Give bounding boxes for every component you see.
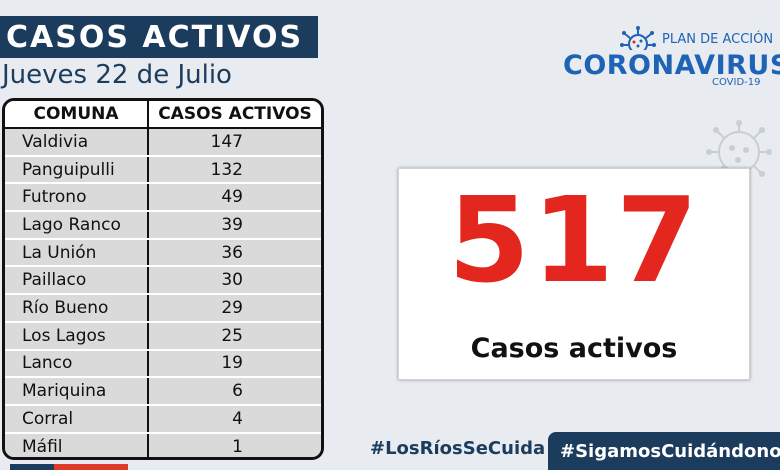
table-row: Corral 4 — [5, 404, 321, 434]
casos-cell: 25 — [148, 321, 321, 351]
logo-covid-text: COVID-19 — [712, 77, 761, 88]
comuna-cell: Panguipulli — [5, 155, 149, 185]
casos-cell: 36 — [148, 238, 321, 268]
comuna-cell: La Unión — [5, 238, 149, 268]
table-row: Río Bueno 29 — [5, 294, 321, 323]
table-row: Panguipulli 132 — [5, 155, 321, 185]
page-title: CASOS ACTIVOS — [0, 16, 318, 58]
logo-coronavirus-text: CORONAVIRUS — [563, 50, 780, 81]
comuna-cell: Valdivia — [5, 128, 149, 157]
strip-red — [54, 464, 128, 470]
total-active-cases: 517 — [447, 171, 701, 309]
table-row: Paillaco 30 — [5, 266, 321, 296]
strip-blue — [10, 464, 54, 470]
casos-cell: 39 — [148, 211, 321, 240]
casos-cell: 132 — [148, 155, 321, 185]
hashtag-los-rios: #LosRíosSeCuida — [370, 438, 546, 459]
casos-cell: 6 — [148, 377, 321, 406]
column-header-comuna: COMUNA — [5, 101, 149, 129]
virus-icon — [620, 26, 656, 50]
cases-table: COMUNA CASOS ACTIVOS Valdivia 147 Panguip… — [2, 98, 324, 460]
table-row: La Unión 36 — [5, 238, 321, 268]
casos-cell: 29 — [148, 294, 321, 323]
bottom-color-strip — [10, 464, 128, 470]
coronavirus-plan-logo: PLAN DE ACCIÓN CORONAVIRUS COVID-19 — [560, 24, 780, 94]
casos-cell: 147 — [148, 128, 321, 157]
comuna-cell: Lago Ranco — [5, 211, 149, 240]
active-cases-label: Casos activos — [470, 333, 678, 364]
comuna-cell: Los Lagos — [5, 321, 149, 351]
table-row: Máfil 1 — [5, 432, 321, 457]
casos-cell: 30 — [148, 266, 321, 296]
table-row: Lago Ranco 39 — [5, 211, 321, 240]
comuna-cell: Máfil — [5, 432, 149, 457]
table-row: Lanco 19 — [5, 349, 321, 379]
comuna-cell: Río Bueno — [5, 294, 149, 323]
column-header-casos: CASOS ACTIVOS — [148, 101, 321, 129]
casos-cell: 49 — [148, 183, 321, 213]
casos-cell: 19 — [148, 349, 321, 379]
comuna-cell: Futrono — [5, 183, 149, 213]
comuna-cell: Corral — [5, 404, 149, 434]
casos-cell: 1 — [148, 432, 321, 457]
active-cases-summary: 517 Casos activos — [398, 168, 750, 380]
report-date: Jueves 22 de Julio — [2, 60, 232, 90]
comuna-cell: Lanco — [5, 349, 149, 379]
comuna-cell: Mariquina — [5, 377, 149, 406]
hashtag-sigamos: #SigamosCuidándonos — [548, 432, 780, 470]
table-header-row: COMUNA CASOS ACTIVOS — [5, 101, 321, 129]
table-row: Valdivia 147 — [5, 128, 321, 157]
casos-cell: 4 — [148, 404, 321, 434]
table-row: Mariquina 6 — [5, 377, 321, 406]
table-row: Los Lagos 25 — [5, 321, 321, 351]
table-row: Futrono 49 — [5, 183, 321, 213]
logo-plan-text: PLAN DE ACCIÓN — [662, 32, 774, 47]
comuna-cell: Paillaco — [5, 266, 149, 296]
